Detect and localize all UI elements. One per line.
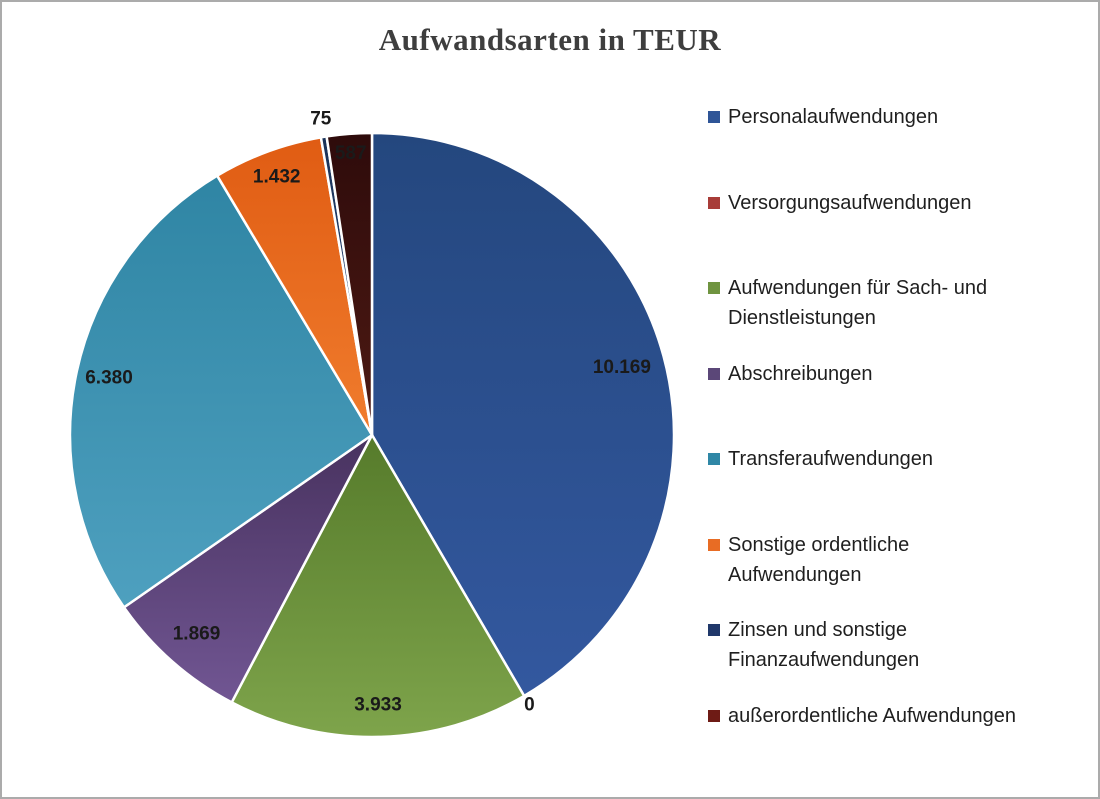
data-label-3: 1.869 (173, 623, 221, 644)
legend-item-7[interactable]: außerordentliche Aufwendungen (708, 701, 1016, 731)
legend-swatch-icon (708, 282, 720, 294)
legend-swatch-icon (708, 624, 720, 636)
legend-label: Aufwendungen für Sach- und Dienstleistung… (728, 277, 988, 329)
legend-swatch-icon (708, 367, 720, 380)
legend-item-6[interactable]: Zinsen und sonstige Finanzaufwendungen (708, 615, 919, 675)
legend-label: Personalaufwendungen (728, 106, 939, 128)
pie-slice-0[interactable] (370, 131, 676, 698)
data-label-7: 587 (335, 143, 367, 164)
pie-slice-3[interactable] (122, 433, 374, 704)
data-label-0: 10.169 (593, 357, 651, 378)
chart-title: Aufwandsarten in TEUR (378, 22, 722, 57)
legend-label: Versorgungsaufwendungen (728, 191, 972, 214)
legend-swatch-icon (708, 709, 720, 722)
data-label-5: 1.432 (253, 167, 301, 188)
legend-label: Zinsen und sonstige Finanzaufwendungen (728, 619, 920, 671)
legend-swatch-icon (708, 196, 720, 209)
legend-swatch-icon (708, 453, 720, 465)
legend-item-5[interactable]: Sonstige ordentliche Aufwendungen (708, 530, 909, 590)
data-label-4: 6.380 (85, 368, 133, 389)
legend-label: Sonstige ordentliche Aufwendungen (728, 533, 910, 586)
pie-slice-4[interactable] (68, 174, 374, 609)
legend-label: Abschreibungen (728, 362, 873, 385)
pie-slice-2[interactable] (230, 433, 526, 739)
legend-label: Transferaufwendungen (728, 448, 933, 470)
legend-item-3[interactable]: Abschreibungen (708, 359, 873, 389)
legend-swatch-icon (708, 111, 720, 123)
legend: Personalaufwendungen Versorgungsaufwendun… (708, 2, 1094, 797)
legend-item-0[interactable]: Personalaufwendungen (708, 102, 938, 132)
data-label-1: 0 (524, 695, 535, 716)
legend-item-4[interactable]: Transferaufwendungen (708, 444, 933, 474)
legend-item-2[interactable]: Aufwendungen für Sach- und Dienstleistung… (708, 273, 987, 333)
legend-label: außerordentliche Aufwendungen (728, 704, 1016, 727)
legend-item-1[interactable]: Versorgungsaufwendungen (708, 188, 972, 218)
legend-swatch-icon (708, 538, 720, 551)
pie-slice-7[interactable] (325, 131, 374, 437)
data-label-2: 3.933 (354, 694, 402, 715)
data-label-6: 75 (310, 109, 332, 130)
